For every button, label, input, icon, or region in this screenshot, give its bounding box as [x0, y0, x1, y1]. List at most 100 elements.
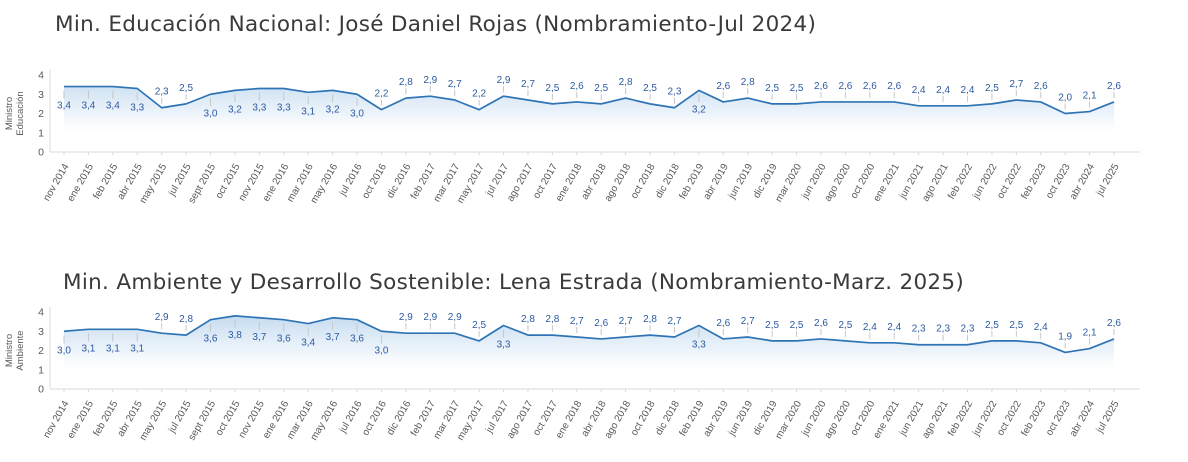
data-label: 2,1	[1083, 328, 1097, 339]
data-label: 2,4	[912, 85, 926, 96]
data-label: 2,8	[179, 314, 193, 325]
data-label: 2,7	[521, 79, 535, 90]
data-label: 3,8	[228, 330, 242, 341]
data-label: 3,7	[326, 332, 340, 343]
data-label: 3,4	[81, 101, 95, 112]
data-label: 2,9	[423, 312, 437, 323]
data-label: 2,8	[545, 314, 559, 325]
y-axis-title: Ministro	[4, 97, 15, 130]
data-label: 2,4	[1034, 322, 1048, 333]
data-label: 3,1	[106, 343, 120, 354]
x-axis-label: jul 2025	[1094, 399, 1122, 436]
data-label: 2,8	[521, 314, 535, 325]
data-label: 2,6	[716, 318, 730, 329]
data-label: 2,6	[716, 81, 730, 92]
data-label: 2,5	[179, 83, 193, 94]
data-label: 2,6	[838, 81, 852, 92]
data-label: 2,7	[619, 316, 633, 327]
minister-approval-report: Min. Educación Nacional: José Daniel Roj…	[0, 12, 1188, 462]
data-label: 2,5	[594, 83, 608, 94]
y-axis-tick-label: 1	[38, 127, 44, 139]
data-label: 2,3	[961, 324, 975, 335]
data-label: 3,0	[57, 345, 71, 356]
chart-title-ambiente: Min. Ambiente y Desarrollo Sostenible: L…	[63, 270, 965, 295]
data-label: 3,3	[497, 339, 511, 350]
data-label: 2,3	[912, 324, 926, 335]
data-label: 2,7	[570, 316, 584, 327]
data-label: 3,1	[81, 343, 95, 354]
chart-canvas-ambiente: 3,0 3,1 3,1 3,1 2,9 2,8 3,6 3,8 3,7 3,6 3,4 3,7 3,6 3…	[4, 307, 1140, 443]
data-label: 2,5	[838, 320, 852, 331]
data-label: 2,6	[594, 318, 608, 329]
area-fill	[64, 315, 1114, 389]
y-axis-tick-label: 1	[38, 364, 44, 376]
data-label: 2,6	[570, 81, 584, 92]
data-label: 3,6	[204, 334, 218, 345]
data-label: 3,1	[130, 343, 144, 354]
data-label: 3,4	[57, 101, 71, 112]
data-label: 3,0	[204, 108, 218, 119]
data-label: 2,7	[1009, 79, 1023, 90]
data-label: 2,6	[863, 81, 877, 92]
data-label: 2,8	[399, 77, 413, 88]
chart-canvas-educacion: 3,4 3,4 3,4 3,3 2,3 2,5 3,0 3,2 3,3 3,3 3,1 3,2 3,0 2…	[4, 70, 1140, 206]
y-axis-tick-label: 3	[38, 89, 44, 101]
data-label: 2,6	[1107, 81, 1121, 92]
y-axis-tick-label: 2	[38, 108, 44, 120]
y-axis-title: Educación	[15, 91, 26, 135]
data-label: 2,7	[668, 316, 682, 327]
data-label: 3,6	[277, 334, 291, 345]
data-label: 2,3	[936, 324, 950, 335]
x-axis-label: jul 2025	[1094, 162, 1122, 199]
data-label: 3,6	[350, 334, 364, 345]
data-label: 2,5	[643, 83, 657, 94]
data-label: 2,6	[1107, 318, 1121, 329]
data-label: 3,4	[106, 101, 120, 112]
y-axis-title: Ministro	[4, 334, 15, 367]
data-label: 2,8	[619, 77, 633, 88]
data-label: 2,3	[155, 87, 169, 98]
data-label: 2,6	[814, 81, 828, 92]
data-label: 2,5	[765, 83, 779, 94]
data-label: 3,0	[350, 108, 364, 119]
data-label: 3,1	[301, 106, 315, 117]
data-label: 2,9	[423, 75, 437, 86]
data-label: 3,2	[228, 104, 242, 115]
data-label: 3,3	[692, 339, 706, 350]
trend-line	[63, 315, 1115, 354]
data-label: 3,0	[374, 345, 388, 356]
data-label: 2,5	[765, 320, 779, 331]
y-axis-tick-label: 0	[38, 147, 44, 159]
data-label: 2,5	[545, 83, 559, 94]
data-label: 2,4	[863, 322, 877, 333]
area-fill	[64, 86, 1114, 152]
data-label: 2,5	[1009, 320, 1023, 331]
data-label: 2,6	[814, 318, 828, 329]
data-label: 2,5	[985, 83, 999, 94]
data-label: 2,4	[887, 322, 901, 333]
data-label: 3,4	[301, 338, 315, 349]
data-label: 2,1	[1083, 91, 1097, 102]
data-label: 3,2	[692, 104, 706, 115]
data-label: 2,9	[399, 312, 413, 323]
y-axis-title: Ambiente	[15, 330, 26, 370]
data-label: 1,9	[1058, 331, 1072, 342]
data-label: 2,0	[1058, 93, 1072, 104]
y-axis-tick-label: 2	[38, 345, 44, 357]
data-label: 3,7	[252, 332, 266, 343]
data-label: 3,3	[277, 102, 291, 113]
data-label: 2,6	[1034, 81, 1048, 92]
data-label: 3,3	[252, 102, 266, 113]
data-label: 2,5	[985, 320, 999, 331]
data-label: 2,5	[472, 320, 486, 331]
data-label: 2,2	[374, 89, 388, 100]
data-label: 2,8	[741, 77, 755, 88]
data-label: 2,3	[668, 87, 682, 98]
data-label: 2,5	[790, 320, 804, 331]
data-label: 2,7	[741, 316, 755, 327]
y-axis-tick-label: 3	[38, 326, 44, 338]
data-label: 2,9	[497, 75, 511, 86]
data-label: 2,5	[790, 83, 804, 94]
chart-block-ambiente: Min. Ambiente y Desarrollo Sostenible: L…	[0, 270, 1188, 462]
trend-line	[64, 85, 1115, 115]
